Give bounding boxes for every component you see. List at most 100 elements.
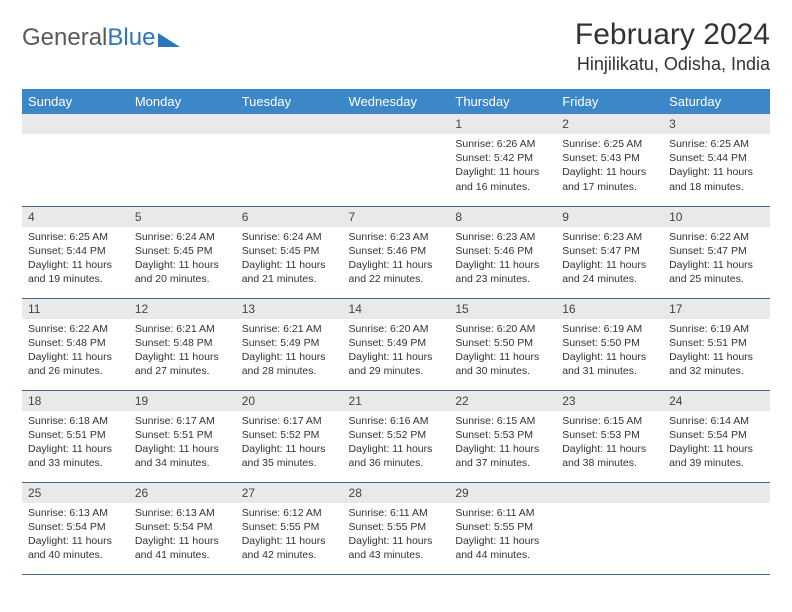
day-number-empty: [22, 114, 129, 134]
sunset-text: Sunset: 5:51 PM: [669, 336, 764, 350]
day-number: 22: [449, 391, 556, 411]
location-text: Hinjilikatu, Odisha, India: [575, 54, 770, 75]
daylight-text-1: Daylight: 11 hours: [455, 350, 550, 364]
sunrise-text: Sunrise: 6:17 AM: [242, 414, 337, 428]
day-number-empty: [663, 483, 770, 503]
cell-body: Sunrise: 6:16 AMSunset: 5:52 PMDaylight:…: [343, 411, 450, 475]
daylight-text-1: Daylight: 11 hours: [28, 442, 123, 456]
calendar-table: SundayMondayTuesdayWednesdayThursdayFrid…: [22, 89, 770, 575]
calendar-cell: 12Sunrise: 6:21 AMSunset: 5:48 PMDayligh…: [129, 298, 236, 390]
cell-body: Sunrise: 6:21 AMSunset: 5:49 PMDaylight:…: [236, 319, 343, 383]
daylight-text-1: Daylight: 11 hours: [455, 165, 550, 179]
day-number-empty: [343, 114, 450, 134]
daylight-text-1: Daylight: 11 hours: [349, 350, 444, 364]
daylight-text-2: and 43 minutes.: [349, 548, 444, 562]
sunrise-text: Sunrise: 6:15 AM: [455, 414, 550, 428]
daylight-text-1: Daylight: 11 hours: [562, 350, 657, 364]
daylight-text-2: and 34 minutes.: [135, 456, 230, 470]
calendar-cell: 26Sunrise: 6:13 AMSunset: 5:54 PMDayligh…: [129, 482, 236, 574]
calendar-cell: 4Sunrise: 6:25 AMSunset: 5:44 PMDaylight…: [22, 206, 129, 298]
sunset-text: Sunset: 5:45 PM: [242, 244, 337, 258]
cell-body: Sunrise: 6:22 AMSunset: 5:47 PMDaylight:…: [663, 227, 770, 291]
sunrise-text: Sunrise: 6:11 AM: [455, 506, 550, 520]
cell-body: Sunrise: 6:20 AMSunset: 5:49 PMDaylight:…: [343, 319, 450, 383]
cell-body: Sunrise: 6:11 AMSunset: 5:55 PMDaylight:…: [343, 503, 450, 567]
daylight-text-1: Daylight: 11 hours: [135, 534, 230, 548]
sunrise-text: Sunrise: 6:18 AM: [28, 414, 123, 428]
day-number: 14: [343, 299, 450, 319]
day-number: 16: [556, 299, 663, 319]
cell-body: Sunrise: 6:13 AMSunset: 5:54 PMDaylight:…: [22, 503, 129, 567]
daylight-text-1: Daylight: 11 hours: [28, 534, 123, 548]
daylight-text-2: and 36 minutes.: [349, 456, 444, 470]
day-number: 6: [236, 207, 343, 227]
calendar-cell: [236, 114, 343, 206]
daylight-text-1: Daylight: 11 hours: [135, 442, 230, 456]
sunrise-text: Sunrise: 6:13 AM: [135, 506, 230, 520]
cell-body: Sunrise: 6:18 AMSunset: 5:51 PMDaylight:…: [22, 411, 129, 475]
sunset-text: Sunset: 5:46 PM: [455, 244, 550, 258]
cell-body: Sunrise: 6:11 AMSunset: 5:55 PMDaylight:…: [449, 503, 556, 567]
cell-body: Sunrise: 6:24 AMSunset: 5:45 PMDaylight:…: [236, 227, 343, 291]
sunrise-text: Sunrise: 6:22 AM: [669, 230, 764, 244]
day-number: 15: [449, 299, 556, 319]
day-header: Wednesday: [343, 89, 450, 114]
daylight-text-2: and 38 minutes.: [562, 456, 657, 470]
logo: GeneralBlue: [22, 18, 180, 52]
sunset-text: Sunset: 5:54 PM: [28, 520, 123, 534]
cell-body: Sunrise: 6:15 AMSunset: 5:53 PMDaylight:…: [556, 411, 663, 475]
calendar-cell: [556, 482, 663, 574]
daylight-text-2: and 22 minutes.: [349, 272, 444, 286]
daylight-text-2: and 26 minutes.: [28, 364, 123, 378]
sunrise-text: Sunrise: 6:13 AM: [28, 506, 123, 520]
cell-body: Sunrise: 6:14 AMSunset: 5:54 PMDaylight:…: [663, 411, 770, 475]
daylight-text-1: Daylight: 11 hours: [242, 534, 337, 548]
daylight-text-2: and 30 minutes.: [455, 364, 550, 378]
calendar-cell: 27Sunrise: 6:12 AMSunset: 5:55 PMDayligh…: [236, 482, 343, 574]
logo-triangle-icon: [158, 33, 180, 47]
calendar-cell: 8Sunrise: 6:23 AMSunset: 5:46 PMDaylight…: [449, 206, 556, 298]
daylight-text-1: Daylight: 11 hours: [242, 350, 337, 364]
calendar-cell: 24Sunrise: 6:14 AMSunset: 5:54 PMDayligh…: [663, 390, 770, 482]
sunrise-text: Sunrise: 6:14 AM: [669, 414, 764, 428]
day-number: 23: [556, 391, 663, 411]
sunrise-text: Sunrise: 6:12 AM: [242, 506, 337, 520]
day-number: 27: [236, 483, 343, 503]
sunset-text: Sunset: 5:52 PM: [349, 428, 444, 442]
daylight-text-1: Daylight: 11 hours: [455, 442, 550, 456]
day-number: 7: [343, 207, 450, 227]
sunset-text: Sunset: 5:48 PM: [135, 336, 230, 350]
calendar-cell: 22Sunrise: 6:15 AMSunset: 5:53 PMDayligh…: [449, 390, 556, 482]
day-header: Friday: [556, 89, 663, 114]
calendar-cell: 23Sunrise: 6:15 AMSunset: 5:53 PMDayligh…: [556, 390, 663, 482]
logo-text-gray: General: [22, 24, 107, 52]
daylight-text-2: and 32 minutes.: [669, 364, 764, 378]
calendar-week-row: 11Sunrise: 6:22 AMSunset: 5:48 PMDayligh…: [22, 298, 770, 390]
cell-body: Sunrise: 6:20 AMSunset: 5:50 PMDaylight:…: [449, 319, 556, 383]
daylight-text-1: Daylight: 11 hours: [349, 442, 444, 456]
day-number: 20: [236, 391, 343, 411]
cell-body: Sunrise: 6:19 AMSunset: 5:51 PMDaylight:…: [663, 319, 770, 383]
calendar-cell: 11Sunrise: 6:22 AMSunset: 5:48 PMDayligh…: [22, 298, 129, 390]
sunrise-text: Sunrise: 6:21 AM: [242, 322, 337, 336]
day-header: Monday: [129, 89, 236, 114]
title-block: February 2024 Hinjilikatu, Odisha, India: [575, 18, 770, 75]
sunset-text: Sunset: 5:51 PM: [135, 428, 230, 442]
day-number: 12: [129, 299, 236, 319]
sunrise-text: Sunrise: 6:16 AM: [349, 414, 444, 428]
calendar-cell: [663, 482, 770, 574]
daylight-text-2: and 39 minutes.: [669, 456, 764, 470]
day-number: 9: [556, 207, 663, 227]
day-number: 19: [129, 391, 236, 411]
cell-body: Sunrise: 6:25 AMSunset: 5:44 PMDaylight:…: [22, 227, 129, 291]
sunset-text: Sunset: 5:53 PM: [562, 428, 657, 442]
sunset-text: Sunset: 5:54 PM: [669, 428, 764, 442]
daylight-text-2: and 33 minutes.: [28, 456, 123, 470]
sunset-text: Sunset: 5:49 PM: [242, 336, 337, 350]
sunrise-text: Sunrise: 6:23 AM: [562, 230, 657, 244]
calendar-cell: 21Sunrise: 6:16 AMSunset: 5:52 PMDayligh…: [343, 390, 450, 482]
daylight-text-1: Daylight: 11 hours: [562, 165, 657, 179]
daylight-text-2: and 37 minutes.: [455, 456, 550, 470]
sunset-text: Sunset: 5:45 PM: [135, 244, 230, 258]
calendar-week-row: 18Sunrise: 6:18 AMSunset: 5:51 PMDayligh…: [22, 390, 770, 482]
